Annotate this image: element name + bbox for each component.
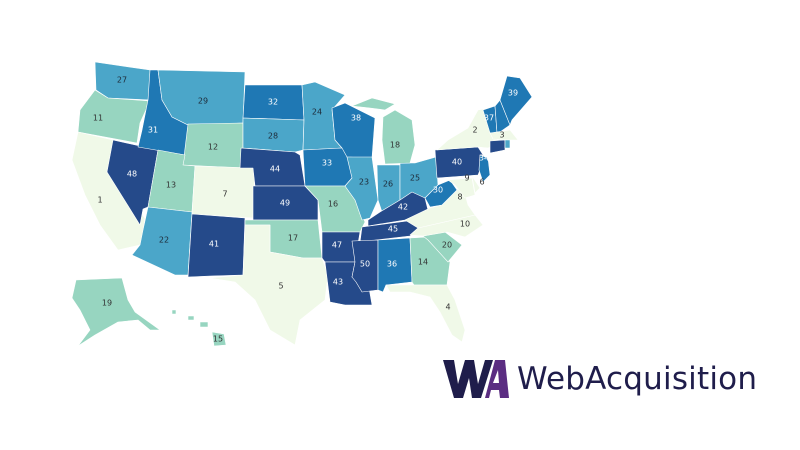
region-rank-label: 38 bbox=[351, 114, 361, 123]
region-ma[interactable] bbox=[489, 129, 519, 141]
region-nm[interactable] bbox=[187, 213, 246, 278]
region-rank-label: 28 bbox=[268, 132, 278, 141]
region-rank-label: 22 bbox=[159, 236, 169, 245]
region-rank-label: 1 bbox=[97, 196, 102, 205]
region-rank-label: 31 bbox=[148, 126, 158, 135]
region-rank-label: 7 bbox=[222, 190, 227, 199]
region-fl[interactable] bbox=[385, 284, 466, 343]
region-mi[interactable] bbox=[351, 97, 396, 111]
region-rank-label: 27 bbox=[117, 76, 127, 85]
region-rank-label: 11 bbox=[93, 114, 103, 123]
region-wv[interactable] bbox=[424, 179, 458, 208]
region-rank-label: 43 bbox=[333, 278, 343, 287]
region-rank-label: 16 bbox=[328, 200, 338, 209]
region-rank-label: 42 bbox=[398, 203, 408, 212]
region-il[interactable] bbox=[344, 156, 379, 221]
region-de[interactable] bbox=[471, 175, 481, 194]
region-tx[interactable] bbox=[209, 224, 329, 346]
region-ct[interactable] bbox=[489, 139, 506, 154]
region-rank-label: 8 bbox=[457, 193, 462, 202]
brand-name: WebAcquisition bbox=[517, 361, 758, 397]
region-rank-label: 34 bbox=[479, 154, 489, 163]
region-hi[interactable] bbox=[199, 321, 209, 328]
region-nj[interactable] bbox=[478, 154, 491, 183]
region-rank-label: 33 bbox=[322, 159, 332, 168]
region-rank-label: 45 bbox=[388, 225, 398, 234]
region-rank-label: 41 bbox=[209, 240, 219, 249]
region-rank-label: 17 bbox=[288, 234, 298, 243]
region-rank-label: 6 bbox=[479, 178, 484, 187]
region-rank-label: 23 bbox=[359, 178, 369, 187]
region-hi[interactable] bbox=[211, 331, 227, 347]
region-rank-label: 9 bbox=[464, 174, 469, 183]
region-rank-label: 19 bbox=[102, 299, 112, 308]
region-me[interactable] bbox=[499, 75, 533, 126]
region-rank-label: 5 bbox=[278, 282, 283, 291]
region-rank-label: 14 bbox=[418, 258, 428, 267]
region-rank-label: 24 bbox=[312, 108, 322, 117]
wa-logo-mark-icon bbox=[443, 360, 509, 398]
webacquisition-logo: WebAcquisition bbox=[443, 358, 757, 400]
region-rank-label: 12 bbox=[208, 143, 218, 152]
region-rank-label: 13 bbox=[166, 181, 176, 190]
region-rank-label: 50 bbox=[360, 260, 370, 269]
region-rank-label: 40 bbox=[452, 158, 462, 167]
region-hi[interactable] bbox=[187, 315, 195, 321]
region-rank-label: 30 bbox=[433, 186, 443, 195]
region-rank-label: 2 bbox=[472, 126, 477, 135]
region-ks[interactable] bbox=[252, 185, 319, 221]
region-wa[interactable] bbox=[94, 61, 153, 101]
region-rank-label: 4 bbox=[445, 303, 450, 312]
region-ri[interactable] bbox=[504, 139, 511, 149]
region-rank-label: 25 bbox=[410, 174, 420, 183]
region-rank-label: 20 bbox=[442, 241, 452, 250]
region-ak[interactable] bbox=[71, 277, 161, 347]
region-rank-label: 26 bbox=[383, 180, 393, 189]
region-rank-label: 29 bbox=[198, 97, 208, 106]
region-rank-label: 48 bbox=[127, 170, 137, 179]
region-rank-label: 39 bbox=[508, 89, 518, 98]
region-or[interactable] bbox=[77, 89, 151, 144]
region-rank-label: 10 bbox=[460, 220, 470, 229]
region-rank-label: 32 bbox=[268, 98, 278, 107]
region-sd[interactable] bbox=[242, 117, 305, 153]
region-mi[interactable] bbox=[381, 109, 416, 165]
region-rank-label: 3 bbox=[499, 131, 504, 140]
region-rank-label: 37 bbox=[484, 114, 494, 123]
region-rank-label: 49 bbox=[280, 199, 290, 208]
region-rank-label: 15 bbox=[213, 335, 223, 344]
region-hi[interactable] bbox=[171, 309, 177, 315]
region-nh[interactable] bbox=[494, 99, 511, 134]
region-rank-label: 18 bbox=[390, 141, 400, 150]
region-rank-label: 47 bbox=[332, 241, 342, 250]
region-rank-label: 36 bbox=[387, 260, 397, 269]
region-rank-label: 44 bbox=[270, 165, 280, 174]
region-md[interactable] bbox=[447, 177, 476, 199]
